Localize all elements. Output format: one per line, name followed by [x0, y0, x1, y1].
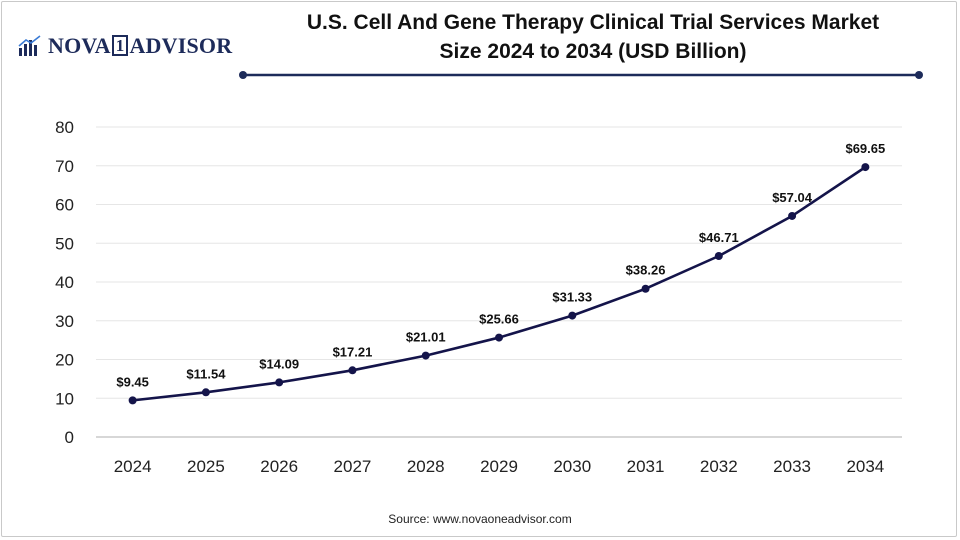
brand-logo: NOVA 1 ADVISOR [18, 33, 232, 59]
x-tick-label: 2024 [114, 457, 152, 476]
y-tick-label: 60 [55, 196, 74, 215]
data-point [275, 378, 284, 387]
y-tick-label: 10 [55, 389, 74, 408]
data-point [641, 284, 650, 293]
y-tick-label: 20 [55, 351, 74, 370]
data-point [861, 163, 870, 172]
data-label: $38.26 [626, 263, 666, 278]
x-tick-label: 2033 [773, 457, 811, 476]
data-point [348, 366, 357, 375]
data-label: $14.09 [259, 356, 299, 371]
data-label: $57.04 [772, 190, 813, 205]
x-tick-label: 2027 [334, 457, 372, 476]
x-tick-label: 2031 [627, 457, 665, 476]
data-label: $11.54 [186, 366, 226, 381]
logo-text-box: 1 [111, 35, 129, 56]
x-tick-label: 2034 [846, 457, 884, 476]
y-tick-label: 30 [55, 312, 74, 331]
title-underline [239, 71, 923, 79]
data-point [714, 251, 723, 260]
x-tick-label: 2032 [700, 457, 738, 476]
x-tick-label: 2030 [553, 457, 591, 476]
y-tick-label: 0 [65, 428, 74, 447]
data-labels: $9.45 $11.54 $14.09 $17.21 $21.01 $25.66 $31.3… [116, 141, 885, 389]
data-point [568, 311, 577, 320]
data-label: $46.71 [699, 230, 739, 245]
data-label: $31.33 [552, 290, 592, 305]
data-label: $21.01 [406, 330, 446, 345]
y-tick-label: 70 [55, 157, 74, 176]
chart-title: U.S. Cell And Gene Therapy Clinical Tria… [268, 8, 918, 66]
data-label: $25.66 [479, 312, 519, 327]
logo-text-right: ADVISOR [129, 33, 233, 58]
logo-wordmark: NOVA 1 ADVISOR [48, 33, 232, 59]
data-point [421, 351, 430, 360]
x-tick-label: 2028 [407, 457, 445, 476]
source-note: Source: www.novaoneadvisor.com [388, 512, 572, 526]
data-label: $17.21 [333, 344, 373, 359]
y-tick-label: 50 [55, 234, 74, 253]
x-tick-label: 2025 [187, 457, 225, 476]
data-point [788, 211, 797, 220]
data-label: $9.45 [116, 374, 149, 389]
chart-title-line-2: Size 2024 to 2034 (USD Billion) [439, 40, 747, 63]
data-point [128, 396, 137, 405]
x-tick-label: 2029 [480, 457, 518, 476]
series-line [132, 166, 867, 402]
data-point [495, 333, 503, 342]
y-tick-label: 80 [55, 118, 74, 137]
series-market-size [128, 163, 870, 405]
x-tick-label: 2026 [260, 457, 298, 476]
data-label: $69.65 [845, 141, 885, 156]
grid-lines [96, 126, 902, 399]
y-tick-label: 40 [55, 273, 74, 292]
chart-title-line-1: U.S. Cell And Gene Therapy Clinical Tria… [306, 11, 880, 34]
logo-text-left: NOVA [48, 33, 111, 58]
bar-graph-icon [18, 35, 41, 56]
data-point [201, 388, 210, 397]
